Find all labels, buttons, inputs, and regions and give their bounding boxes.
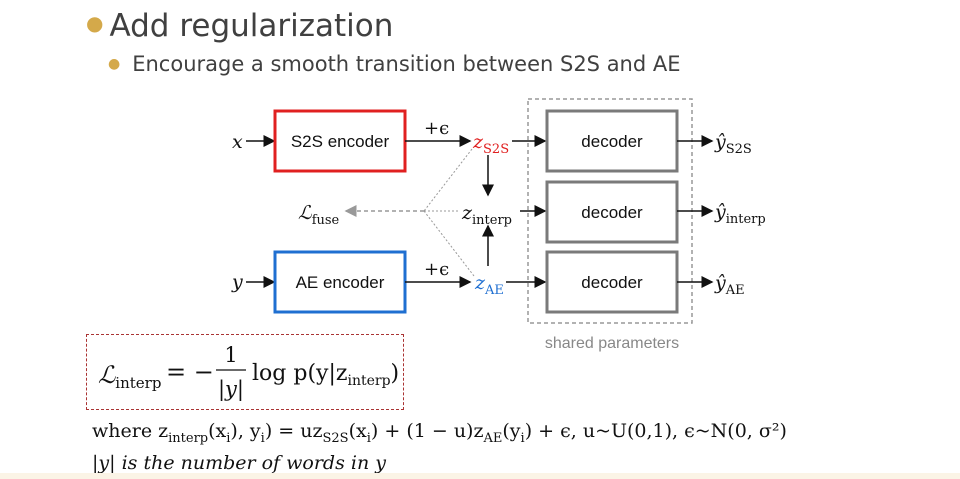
s2s-encoder-label: S2S encoder [291,132,390,151]
y-hat-ae-label: ŷAE [714,272,745,298]
fuse-line-bottom [423,210,475,277]
s2s-encoder-box [273,109,407,173]
plus-eps-bottom: +ϵ [424,259,449,280]
formula-rhs: log p(y|zinterp) [252,361,399,389]
plus-eps-top: +ϵ [424,118,449,139]
formula-equals: = − [166,358,214,386]
bullet-dot-icon: ● [108,56,121,72]
y-hat-s2s-label: ŷS2S [714,131,752,157]
decoder-label-2: decoder [581,203,643,222]
bullet-dot-icon: ● [86,11,104,35]
formula-box [86,334,404,410]
l-fuse-label: ℒfuse [298,202,340,228]
where-explanation: where zinterp(xi), yi) = uzS2S(xi) + (1 … [92,420,787,446]
formula-denominator: |y| [218,377,244,402]
words-explanation: |y| is the number of words in y [92,452,386,474]
ae-encoder-box [273,250,407,314]
y-hat-interp-label: ŷinterp [714,201,766,227]
heading-bullet: ● Add regularization [86,8,393,44]
heading-text: Add regularization [109,8,394,44]
subheading-text: Encourage a smooth transition between S2… [132,52,681,76]
ae-encoder-label: AE encoder [296,273,385,292]
subheading-bullet: ● Encourage a smooth transition between S… [108,52,681,76]
z-s2s-label: zS2S [472,131,509,157]
z-interp-label: zinterp [461,202,512,228]
footer-strip [0,473,960,479]
fuse-line-top [423,148,473,212]
input-x: x [232,131,243,153]
formula-lhs: ℒinterp [98,361,161,392]
z-ae-label: zAE [474,272,504,298]
decoder-label-3: decoder [581,273,643,292]
formula-numerator: 1 [224,343,237,367]
shared-parameters-label: shared parameters [545,335,679,352]
decoder-box-2 [545,180,679,244]
decoder-label-1: decoder [581,132,643,151]
input-y: y [231,271,243,293]
